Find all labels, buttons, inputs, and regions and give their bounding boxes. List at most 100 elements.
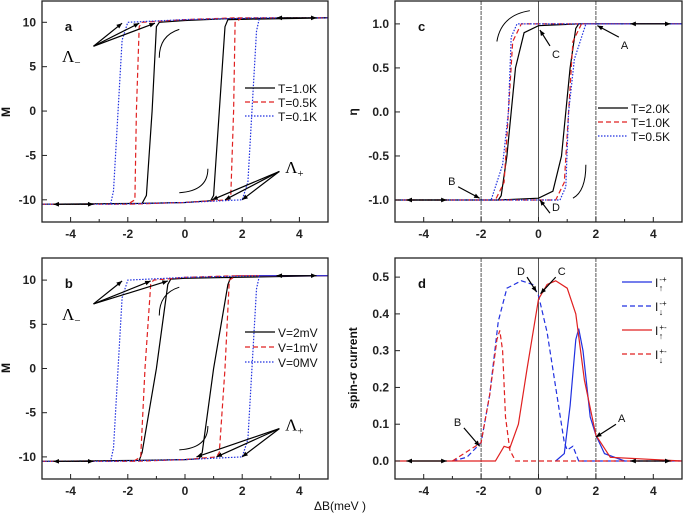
lambda-pointer-arrow	[93, 280, 169, 305]
arrow-head	[441, 197, 447, 203]
legend-label: V=1mV	[278, 341, 318, 355]
x-tick-label: 4	[296, 484, 303, 498]
y-tick-label: -1.0	[368, 193, 389, 207]
y-tick-label: 10	[23, 15, 37, 29]
y-axis-label: M	[0, 107, 13, 117]
arrow-shaft	[211, 170, 280, 201]
legend: T=1.0KT=0.5KT=0.1K	[245, 82, 317, 124]
arrow-shaft	[216, 428, 280, 458]
x-tick-label: -4	[418, 227, 429, 241]
x-tick-label: -2	[122, 227, 133, 241]
arrow-head	[196, 452, 203, 458]
x-tick-label: 2	[239, 484, 246, 498]
legend-label: I+-↑	[655, 323, 667, 341]
arrow-head	[406, 197, 413, 203]
y-axis-label: spin-σ current	[346, 327, 360, 409]
lambda-pointer-arrow	[211, 170, 280, 201]
x-tick-label: 4	[650, 484, 657, 498]
y-tick-label: -0.5	[368, 149, 389, 163]
arrow-shaft	[93, 280, 169, 305]
point-label-C: C	[558, 266, 566, 278]
y-tick-label: -5	[25, 406, 36, 420]
panel-label: b	[65, 276, 73, 291]
arrow-head	[216, 452, 223, 457]
panel-d: -4 -2 0 2 4 0.0 0.1 0.2 0.3 0.4 0.5 spin-σ current d…	[346, 257, 683, 498]
point-label-A: A	[621, 40, 629, 52]
arrow-head	[441, 458, 447, 464]
legend-subscript: ↓	[659, 307, 664, 317]
curved-arrow-icon	[158, 28, 180, 58]
legend-subscript: ↑	[659, 283, 664, 293]
arrow-head	[311, 15, 317, 21]
y-tick-label: -5	[25, 148, 36, 162]
arrow-head	[53, 201, 59, 207]
curved-arrow-icon	[179, 168, 209, 194]
arrow-head	[116, 280, 123, 287]
point-label-D: D	[517, 266, 525, 278]
double-arrow-icon	[276, 273, 317, 279]
y-tick-label: -10	[19, 450, 37, 464]
arrow-head	[225, 195, 232, 200]
y-tick-label: 10	[23, 273, 37, 287]
arrow-shaft	[93, 280, 123, 305]
lambda-minus-subscript: −	[74, 315, 80, 327]
lambda-pointer-arrow	[93, 280, 123, 305]
arrow-head	[539, 199, 546, 206]
legend-label: I-+ ↓	[655, 299, 667, 317]
y-tick-label: 0.1	[372, 417, 389, 431]
x-axis-label: ΔB(meV )	[314, 499, 366, 513]
arrow-shaft	[93, 22, 156, 47]
y-axis-label: η	[346, 108, 360, 115]
lambda-pointer-arrow	[241, 428, 280, 458]
double-arrow-icon	[406, 458, 447, 464]
point-label-A: A	[618, 413, 626, 425]
x-tick-label: 4	[296, 227, 303, 241]
arrow-head	[473, 193, 480, 199]
y-tick-label: 5	[29, 60, 36, 74]
lambda-plus-label: Λ+	[285, 415, 304, 437]
x-tick-label: -4	[65, 484, 76, 498]
legend-label: T=0.1K	[278, 110, 317, 124]
lambda-plus-subscript: +	[297, 425, 303, 437]
series-line-0	[555, 328, 625, 462]
pointer-arrow-C	[540, 276, 557, 295]
x-tick-label: 4	[650, 227, 657, 241]
series-line-3	[452, 330, 682, 462]
lambda-pointer-arrow	[93, 280, 151, 305]
point-label-C: C	[552, 49, 560, 61]
y-tick-label: 0.5	[372, 270, 389, 284]
x-tick-label: 2	[593, 227, 600, 241]
legend-subscript: ↓	[659, 355, 664, 365]
lambda-pointer-arrow	[224, 170, 280, 201]
lambda-plus-subscript: +	[297, 168, 303, 180]
arrow-head	[242, 194, 249, 200]
arrow-head	[664, 21, 671, 27]
lambda-plus-label: Λ+	[285, 158, 304, 180]
x-tick-label: 0	[535, 484, 542, 498]
arrow-head	[53, 458, 59, 464]
legend: T=2.0KT=1.0KT=0.5K	[598, 102, 670, 144]
legend-superscript: -+	[659, 275, 667, 284]
y-tick-label: -10	[19, 193, 37, 207]
arrow-head	[87, 201, 94, 207]
curved-arrow-icon	[179, 425, 209, 451]
arrow-shaft	[93, 22, 123, 47]
y-tick-label: 0.5	[372, 61, 389, 75]
y-tick-label: 0	[29, 362, 36, 376]
point-label-B: B	[454, 417, 461, 429]
arrow-head	[116, 23, 123, 29]
arrow-head	[242, 451, 249, 457]
y-tick-label: 0	[29, 104, 36, 118]
series-line-2	[395, 23, 682, 201]
lambda-pointer-arrow	[93, 22, 123, 47]
legend-label: I+-↓	[655, 347, 667, 365]
arrow-head	[276, 273, 283, 279]
x-tick-label: 2	[239, 227, 246, 241]
arrow-head	[87, 458, 94, 464]
arrow-head	[539, 30, 545, 36]
legend-label: V=0MV	[278, 356, 318, 370]
series-line-1	[42, 17, 328, 205]
legend-superscript: +-	[659, 323, 667, 332]
